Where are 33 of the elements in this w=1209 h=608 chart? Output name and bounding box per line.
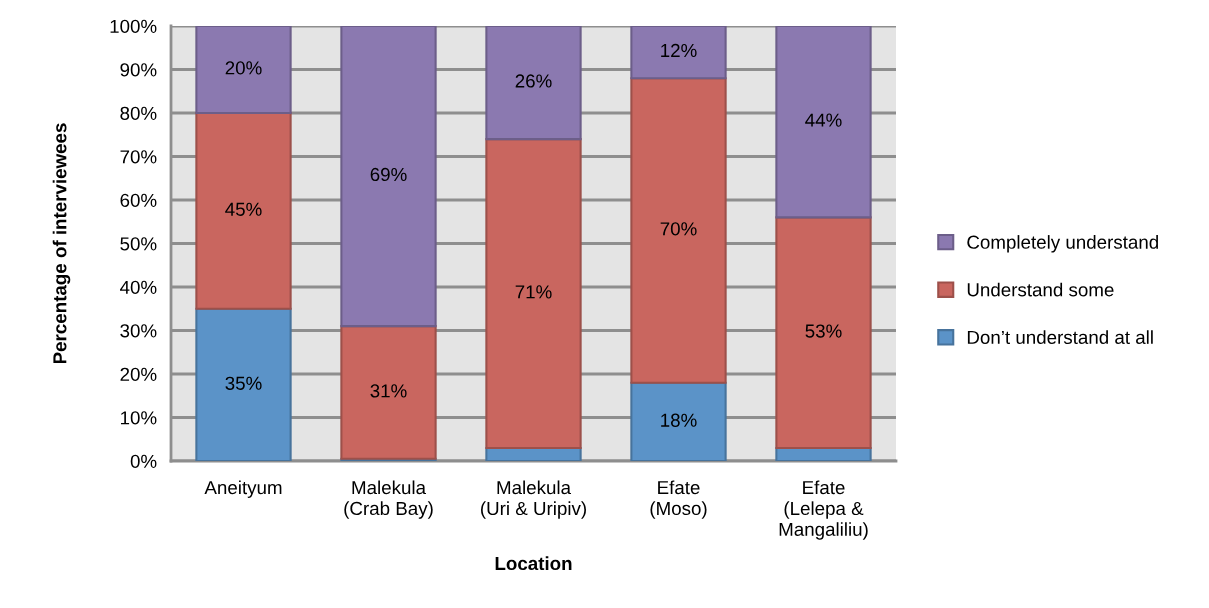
y-tick-label: 30% <box>120 324 157 338</box>
y-tick-label: 10% <box>121 411 157 425</box>
x-tick-label: Malekula (Crab Bay) <box>344 480 433 519</box>
data-label: 70% <box>660 222 697 236</box>
data-label: 53% <box>805 324 842 338</box>
data-label: 31% <box>370 384 407 398</box>
legend-label: Don’t understand at all <box>967 330 1153 345</box>
legend-label: Completely understand <box>967 235 1158 253</box>
data-label: 18% <box>661 413 697 427</box>
y-tick-label: 90% <box>120 63 157 77</box>
x-tick-label: Malekula (Uri & Uripiv) <box>481 480 586 519</box>
data-label: 45% <box>225 202 262 216</box>
y-tick-label: 70% <box>120 150 157 164</box>
data-label: 26% <box>515 74 552 88</box>
data-label: 20% <box>225 61 262 75</box>
data-label: 71% <box>515 285 552 299</box>
data-label: 35% <box>225 376 262 390</box>
y-tick-label: 50% <box>120 237 157 251</box>
x-tick-label: Efate (Moso) <box>650 480 707 519</box>
y-tick-label: 60% <box>120 193 157 207</box>
data-label: 12% <box>661 43 697 58</box>
x-axis-title: Location <box>495 556 572 571</box>
legend-label: Understand some <box>967 282 1114 297</box>
y-tick-label: 80% <box>120 106 157 120</box>
y-tick-label: 0% <box>130 454 157 468</box>
y-axis-title: Percentage of interviewees <box>52 123 71 364</box>
x-tick-label: Efate (Lelepa & Mangaliliu) <box>779 480 868 540</box>
y-tick-label: 40% <box>120 280 157 294</box>
y-tick-label: 20% <box>120 367 157 381</box>
x-tick-label: Aneityum <box>204 480 282 498</box>
y-tick-label: 100% <box>110 19 157 33</box>
data-label: 44% <box>805 113 842 127</box>
data-label: 69% <box>370 167 407 182</box>
